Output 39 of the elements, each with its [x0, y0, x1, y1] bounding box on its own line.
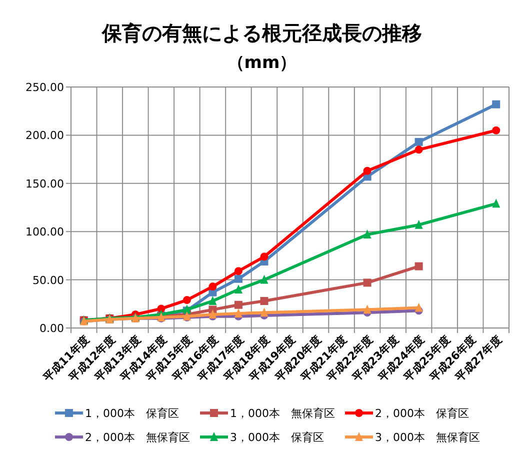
point: [260, 297, 268, 306]
legend-label: 3，000本 無保育区: [375, 431, 480, 444]
point: [414, 146, 423, 154]
legend-label: 2，000本 保育区: [375, 407, 469, 420]
point: [234, 308, 242, 318]
point: [208, 282, 217, 291]
point: [182, 296, 191, 304]
point: [414, 262, 423, 270]
point: [234, 300, 242, 309]
y-tick-label: 200.00: [26, 129, 64, 142]
point: [363, 304, 372, 314]
legend-label: 2，000本 無保育区: [85, 431, 190, 444]
chart-subtitle: （mm）: [227, 53, 297, 73]
y-tick-label: 150.00: [26, 177, 64, 190]
y-tick-label: 100.00: [26, 226, 64, 239]
point: [234, 267, 242, 276]
point: [234, 274, 242, 283]
point: [234, 284, 242, 294]
point: [414, 302, 423, 312]
point: [363, 278, 372, 287]
point: [492, 198, 500, 208]
point: [492, 100, 500, 108]
point: [208, 296, 217, 306]
y-tick-label: 50.00: [32, 274, 64, 287]
point: [492, 126, 500, 134]
legend-label: 1，000本 無保育区: [230, 407, 335, 420]
point: [208, 310, 217, 319]
chart-title: 保育の有無による根元径成長の推移: [101, 21, 422, 45]
point: [260, 274, 268, 284]
point: [414, 138, 423, 146]
point: [363, 166, 372, 175]
y-tick-label: 0.00: [40, 322, 64, 335]
y-tick-label: 250.00: [26, 81, 64, 94]
legend-label: 1，000本 保育区: [85, 407, 179, 420]
point: [260, 252, 268, 261]
legend-label: 3，000本 保育区: [230, 431, 324, 444]
point: [260, 308, 268, 317]
point: [363, 229, 372, 238]
point: [414, 220, 423, 229]
